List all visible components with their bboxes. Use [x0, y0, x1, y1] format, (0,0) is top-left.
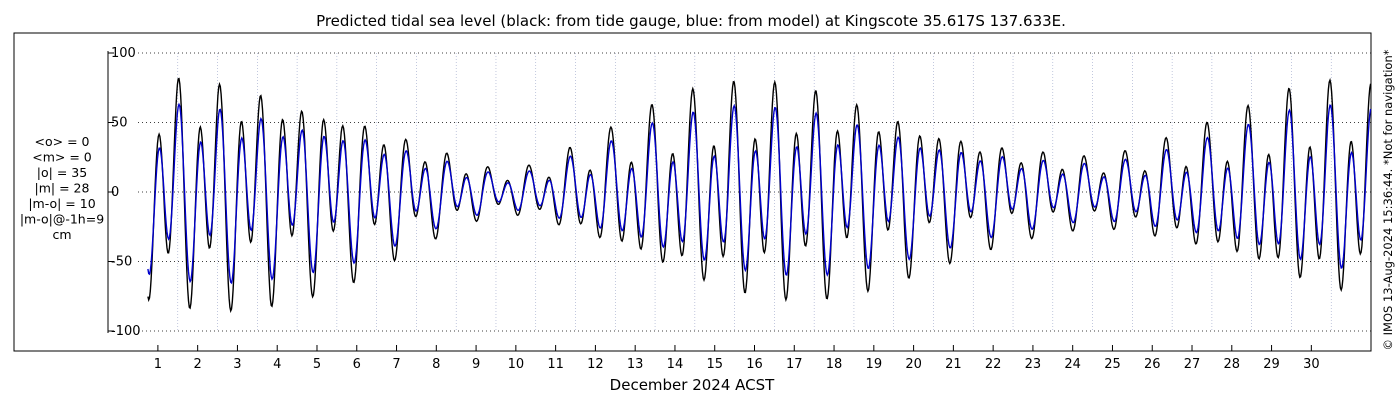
- x-tick-label: 7: [392, 357, 400, 372]
- x-tick-label: 11: [547, 357, 564, 372]
- x-tick-label: 19: [866, 357, 883, 372]
- stats-line: |m-o| = 10: [28, 196, 95, 211]
- y-tick-label: 50: [111, 116, 128, 131]
- x-tick-label: 17: [786, 357, 803, 372]
- x-tick-label: 30: [1303, 357, 1320, 372]
- x-tick-label: 5: [313, 357, 321, 372]
- x-tick-label: 18: [826, 357, 843, 372]
- stats-line: cm: [52, 227, 71, 242]
- x-tick-label: 26: [1144, 357, 1161, 372]
- chart-title: Predicted tidal sea level (black: from t…: [316, 12, 1066, 30]
- x-tick-label: 23: [1025, 357, 1042, 372]
- stats-line: <m> = 0: [32, 150, 92, 165]
- x-tick-label: 15: [706, 357, 723, 372]
- y-tick-label: -50: [111, 255, 132, 270]
- x-tick-label: 24: [1064, 357, 1081, 372]
- x-axis-label: December 2024 ACST: [610, 376, 775, 394]
- series-layer: [147, 77, 1372, 314]
- x-tick-label: 25: [1104, 357, 1121, 372]
- x-tick-label: 3: [233, 357, 241, 372]
- x-tick-label: 8: [432, 357, 440, 372]
- x-tick-label: 14: [667, 357, 684, 372]
- x-tick-label: 16: [746, 357, 763, 372]
- x-tick-label: 2: [194, 357, 202, 372]
- grid-layer: [138, 52, 1371, 332]
- x-tick-label: 4: [273, 357, 281, 372]
- x-tick-label: 12: [587, 357, 604, 372]
- x-tick-label: 29: [1263, 357, 1280, 372]
- x-tick-label: 20: [905, 357, 922, 372]
- stats-line: <o> = 0: [35, 134, 90, 149]
- statistics-annotations: <o> = 0<m> = 0|o| = 35|m| = 28|m-o| = 10…: [20, 134, 104, 242]
- model-series-line: [147, 102, 1372, 285]
- x-tick-label: 1: [154, 357, 162, 372]
- x-tick-label: 28: [1224, 357, 1241, 372]
- axes: [107, 51, 1371, 352]
- x-tick-label: 27: [1184, 357, 1201, 372]
- y-tick-label: 100: [111, 46, 136, 61]
- x-tick-label: 6: [353, 357, 361, 372]
- y-tick-label: 0: [111, 185, 119, 200]
- x-tick-label: 9: [472, 357, 480, 372]
- x-tick-label: 21: [945, 357, 962, 372]
- x-tick-label: 22: [985, 357, 1002, 372]
- stats-line: |m-o|@-1h=9: [20, 212, 104, 227]
- copyright-note: © IMOS 13-Aug-2024 15:36:44. *Not for na…: [1381, 49, 1395, 350]
- x-tick-label: 10: [508, 357, 525, 372]
- stats-line: |o| = 35: [37, 165, 87, 180]
- stats-line: |m| = 28: [35, 181, 90, 196]
- gauge-series-line: [147, 77, 1372, 314]
- x-tick-label: 13: [627, 357, 644, 372]
- y-tick-label: -100: [111, 324, 141, 339]
